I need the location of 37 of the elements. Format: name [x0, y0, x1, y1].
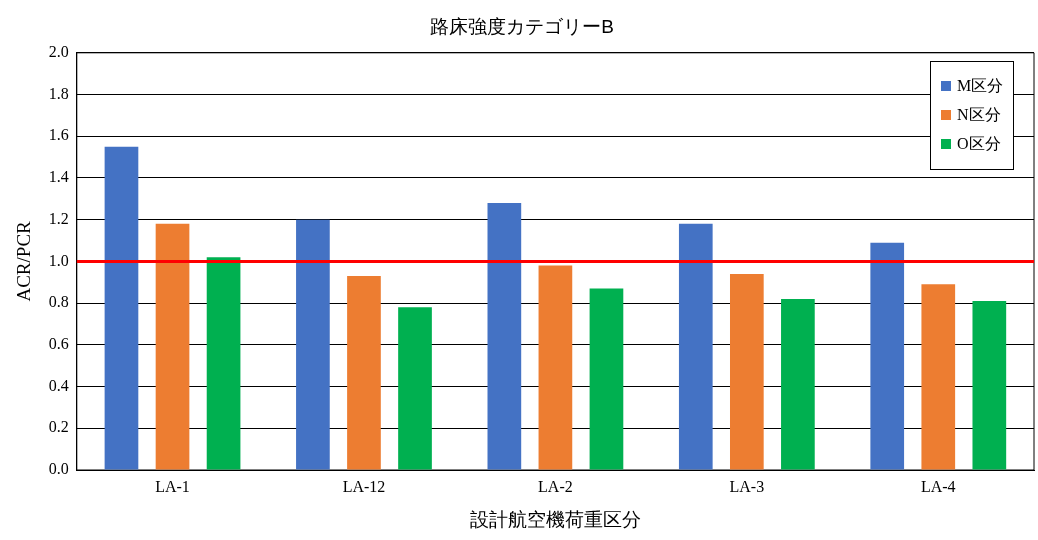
y-tick-label: 1.8	[48, 84, 69, 102]
y-tick-label: 1.4	[48, 168, 69, 186]
x-tick-label: LA-3	[729, 477, 765, 495]
bar	[678, 223, 713, 470]
y-tick-label: 1.0	[48, 251, 69, 269]
bar	[104, 146, 139, 470]
chart-title: 路床強度カテゴリーB	[430, 15, 614, 37]
bar	[347, 276, 381, 470]
y-tick-label: 1.2	[48, 209, 69, 227]
x-tick-label: LA-4	[920, 477, 956, 495]
y-tick-label: 0.0	[48, 460, 69, 478]
legend-label: M区分	[957, 75, 1004, 96]
bar	[398, 307, 432, 470]
bar	[729, 273, 764, 470]
x-tick-label: LA-12	[342, 477, 386, 495]
x-tick-label: LA-2	[538, 477, 573, 495]
bar	[296, 219, 330, 470]
bar	[487, 202, 522, 470]
bar	[538, 265, 573, 470]
legend-label: N区分	[957, 104, 1001, 125]
bar	[206, 257, 241, 470]
y-tick-label: 0.2	[48, 418, 69, 436]
legend-label: O区分	[957, 133, 1001, 154]
y-tick-label: 0.6	[48, 335, 69, 353]
y-tick-label: 0.8	[48, 293, 69, 311]
y-tick-label: 0.4	[48, 376, 69, 394]
x-axis-title: 設計航空機荷重区分	[469, 508, 641, 530]
bar	[972, 301, 1007, 470]
bar	[589, 288, 624, 470]
bar	[781, 298, 815, 470]
bar	[870, 242, 905, 470]
y-axis-title: ACR/PCR	[13, 220, 35, 302]
x-tick-label: LA-1	[155, 477, 190, 495]
y-tick-label: 1.6	[48, 126, 69, 144]
bar	[921, 284, 956, 470]
y-tick-label: 2.0	[48, 43, 69, 60]
bar	[155, 223, 190, 470]
